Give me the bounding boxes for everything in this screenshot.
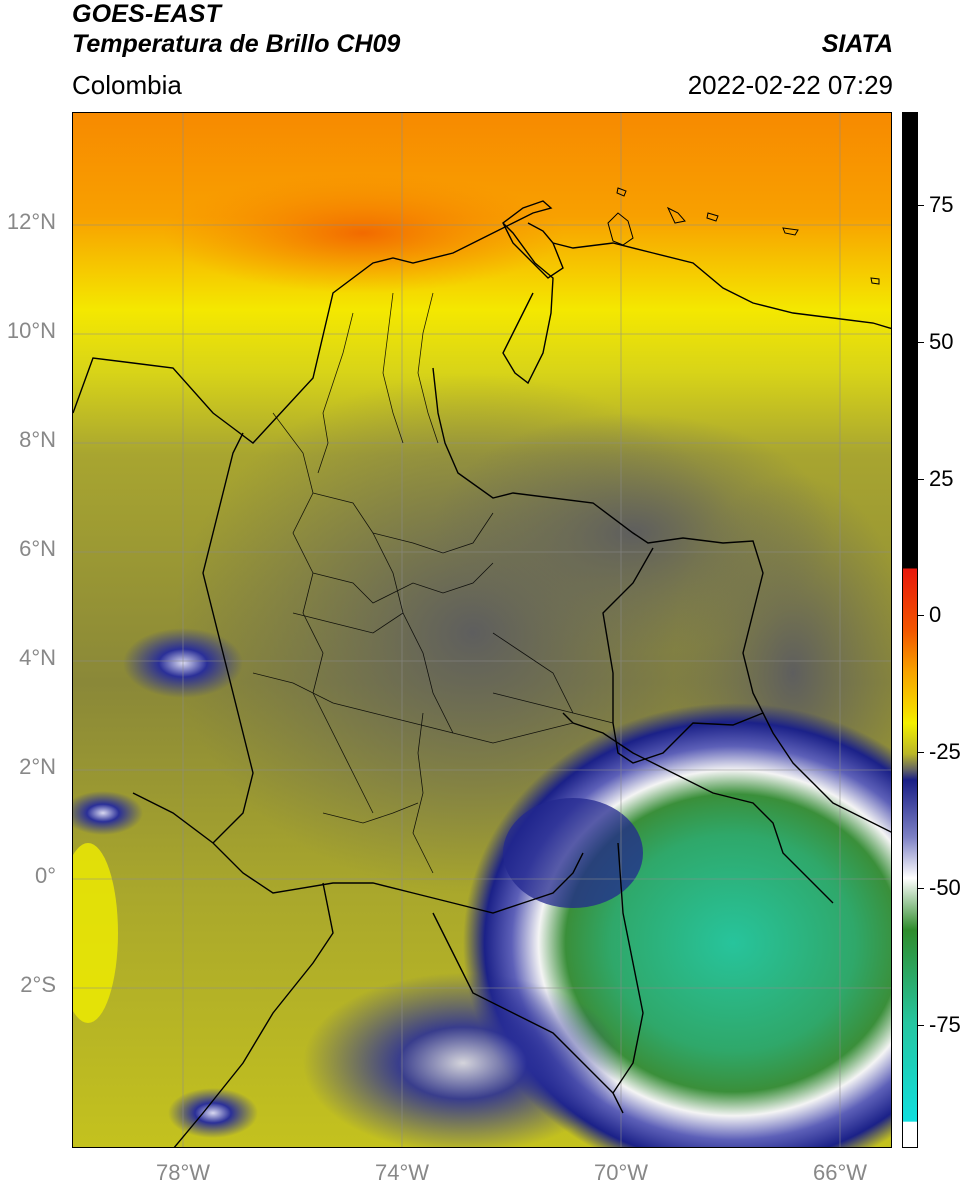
colorbar-label-minus25: -25 <box>929 739 961 764</box>
lon-label-74w: 74°W <box>374 1160 430 1185</box>
colorbar-label-75: 75 <box>929 192 954 217</box>
colorbar-tick <box>918 479 924 480</box>
lon-label-70w: 70°W <box>593 1160 649 1185</box>
lon-label-66w: 66°W <box>812 1160 868 1185</box>
temperature-colorbar <box>902 112 918 1148</box>
country-borders <box>73 200 891 1147</box>
colorbar-scale <box>903 113 917 1147</box>
colorbar-tick <box>918 888 924 889</box>
colorbar-label-0: 0 <box>929 602 942 627</box>
lat-label-6n: 6°N <box>19 536 56 561</box>
colorbar-label-50: 50 <box>929 329 954 354</box>
lat-label-8n: 8°N <box>19 427 56 452</box>
colorbar-tick <box>918 1025 924 1026</box>
lat-label-12n: 12°N <box>6 209 56 234</box>
department-borders <box>252 292 614 874</box>
organization-label: SIATA <box>821 30 893 58</box>
timestamp-label: 2022-02-22 07:29 <box>687 70 893 100</box>
lat-label-2n: 2°N <box>19 754 56 779</box>
colorbar-tick <box>918 342 924 343</box>
region-label: Colombia <box>72 70 182 100</box>
lat-label-0: 0° <box>34 863 56 888</box>
lat-label-10n: 10°N <box>6 318 56 343</box>
brightness-temperature-image <box>73 113 891 1147</box>
product-title: Temperatura de Brillo CH09 <box>72 30 401 58</box>
lon-label-78w: 78°W <box>155 1160 211 1185</box>
colorbar-label-minus75: -75 <box>929 1012 961 1037</box>
colorbar-tick <box>918 752 924 753</box>
islands <box>607 187 880 285</box>
colorbar-label-25: 25 <box>929 466 954 491</box>
colorbar-tick <box>918 615 924 616</box>
lat-label-2s: 2°S <box>20 972 56 997</box>
satellite-title: GOES-EAST <box>72 0 222 28</box>
colorbar-label-minus50: -50 <box>929 875 961 900</box>
satellite-map <box>72 112 892 1148</box>
lat-label-4n: 4°N <box>19 645 56 670</box>
colorbar-tick <box>918 205 924 206</box>
